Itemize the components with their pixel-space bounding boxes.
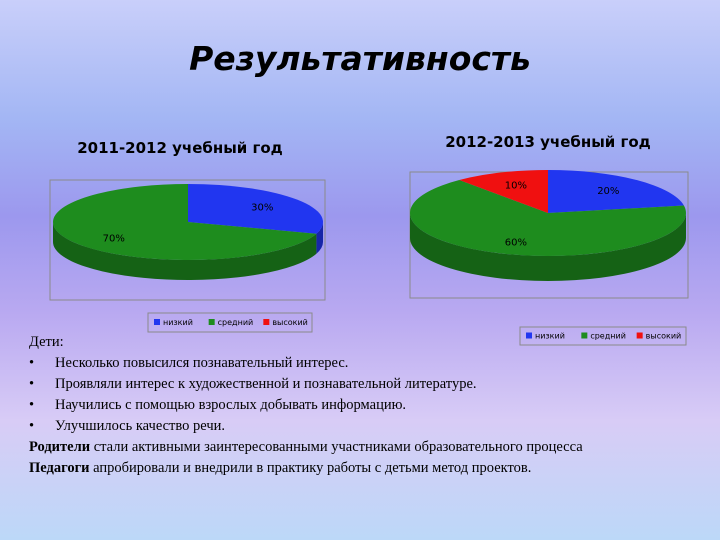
value-label: 60% (505, 237, 527, 248)
slide-title: Результативность (189, 39, 531, 78)
bullet: Научились с помощью взрослых добывать ин… (29, 395, 709, 416)
legend-label: низкий (163, 318, 193, 327)
legend-label: средний (218, 318, 254, 327)
slice-side (52, 222, 317, 281)
slice-top (188, 183, 324, 234)
legend-label: низкий (535, 332, 565, 341)
legend-swatch (208, 319, 215, 325)
value-label: 20% (597, 186, 619, 197)
legend-swatch (581, 332, 588, 339)
slice: 20% (548, 170, 684, 213)
legend-swatch (263, 319, 270, 325)
parents-line: Родители стали активными заинтересованны… (29, 437, 709, 458)
teachers-line: Педагоги апробировали и внедрили в практ… (29, 458, 709, 479)
legend-swatch (526, 332, 532, 339)
slice-top (409, 180, 686, 256)
slice-top (548, 170, 684, 213)
slice: 70% (52, 184, 317, 281)
value-label: 70% (103, 234, 125, 245)
heading: Дети: (29, 334, 64, 350)
slice: 60% (409, 180, 686, 281)
legend-label: высокий (646, 332, 682, 341)
chart-title: 2012-2013 учебный год (445, 133, 651, 151)
legend-swatch (636, 332, 643, 339)
slice: 30% (188, 183, 324, 254)
text-block: Дети: Несколько повысился познавательный… (29, 332, 709, 479)
bullet: Проявляли интерес к художественной и поз… (29, 374, 709, 395)
rest: апробировали и внедрили в практику работ… (89, 460, 532, 476)
slice: 10% (459, 170, 548, 213)
slice-side (410, 213, 686, 281)
slice-top (53, 184, 317, 260)
legend-label: средний (590, 332, 626, 341)
value-label: 10% (505, 181, 527, 192)
bold: Педагоги (29, 460, 90, 476)
slice-side (316, 222, 323, 254)
legend-frame (147, 312, 313, 333)
bold: Родители (29, 439, 91, 455)
bullet: Улучшилось качество речи. (29, 416, 709, 437)
plot-frame (49, 179, 326, 301)
legend-frame (519, 326, 687, 346)
legend-label: высокий (272, 318, 308, 327)
legend-swatch (154, 319, 160, 325)
value-label: 30% (251, 202, 273, 213)
chart-title: 2011-2012 учебный год (77, 139, 283, 157)
rest: стали активными заинтересованными участн… (90, 439, 583, 455)
slice-top (459, 170, 548, 213)
bullet: Несколько повысился познавательный интер… (29, 353, 709, 374)
